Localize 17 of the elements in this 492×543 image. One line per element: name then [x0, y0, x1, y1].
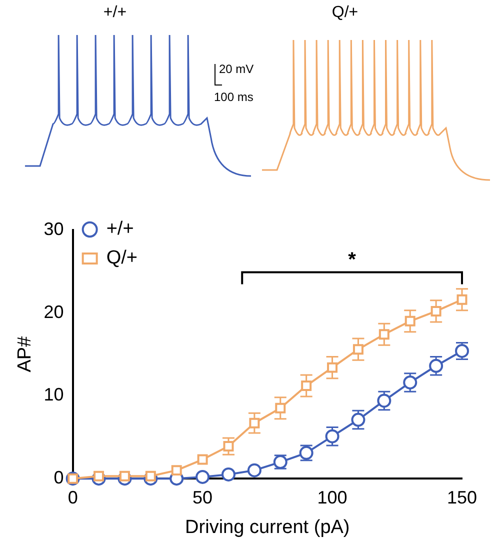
- text: 20 mV: [219, 62, 254, 76]
- x-tick-label: 100: [317, 487, 348, 508]
- y-tick-label: 30: [44, 218, 64, 239]
- legend-label: Q/+: [106, 248, 138, 269]
- y-tick-label: 10: [44, 384, 64, 405]
- text: 100 ms: [214, 90, 254, 104]
- x-axis-title: Driving current (pA): [185, 516, 350, 538]
- y-tick-label: 20: [44, 302, 64, 322]
- x-tick-label: 50: [192, 487, 213, 508]
- text: +/+: [102, 4, 128, 22]
- x-tick-label: 0: [68, 487, 78, 508]
- legend-label: +/+: [106, 218, 134, 240]
- text: Q/+: [330, 4, 360, 22]
- x-tick-label: 150: [446, 487, 478, 508]
- annotation: *: [348, 248, 356, 271]
- y-axis-title: AP#: [14, 336, 36, 372]
- y-tick-label: 0: [54, 468, 64, 488]
